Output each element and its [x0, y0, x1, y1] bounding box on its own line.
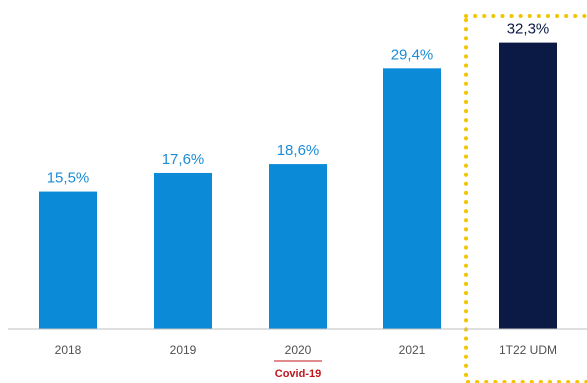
data-label: 29,4%	[391, 46, 434, 63]
data-label: 15,5%	[47, 170, 90, 187]
annotations: Covid-19	[274, 360, 322, 380]
x-tick-label: 2019	[170, 343, 197, 357]
bar-1t22-udm	[499, 42, 557, 329]
data-label: 17,6%	[162, 151, 205, 168]
x-tick-label: 2021	[399, 343, 426, 357]
bar-2018	[39, 191, 97, 329]
x-tick-labels: 2018 2019 2020 2021 1T22 UDM	[55, 343, 557, 357]
data-label: 32,3%	[507, 21, 550, 38]
bar-2019	[154, 172, 212, 329]
annotation-covid-19: Covid-19	[275, 368, 321, 380]
bar-2021	[383, 68, 441, 330]
bars: 15,5% 17,6% 18,6% 29,4% 32,3%	[39, 21, 557, 330]
bar-2020	[269, 164, 327, 329]
x-tick-label: 2018	[55, 343, 82, 357]
x-tick-label: 2020	[285, 343, 312, 357]
highlight-box	[464, 14, 587, 383]
data-label: 18,6%	[277, 142, 320, 159]
x-tick-label: 1T22 UDM	[499, 343, 557, 357]
